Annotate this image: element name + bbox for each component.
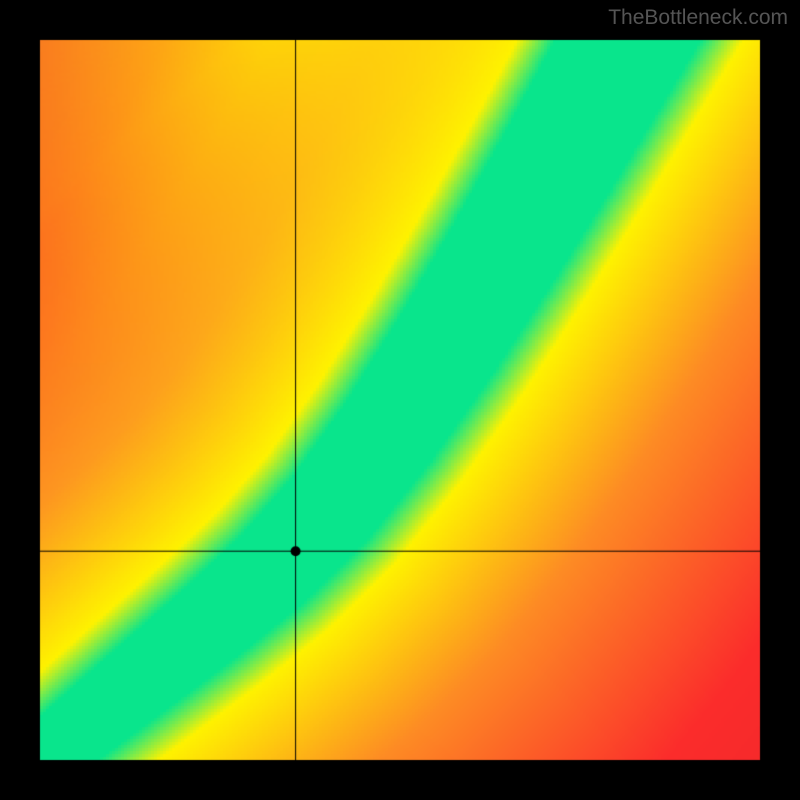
watermark-text: TheBottleneck.com	[608, 6, 788, 30]
chart-container: TheBottleneck.com	[0, 0, 800, 800]
heatmap-canvas	[0, 0, 800, 800]
